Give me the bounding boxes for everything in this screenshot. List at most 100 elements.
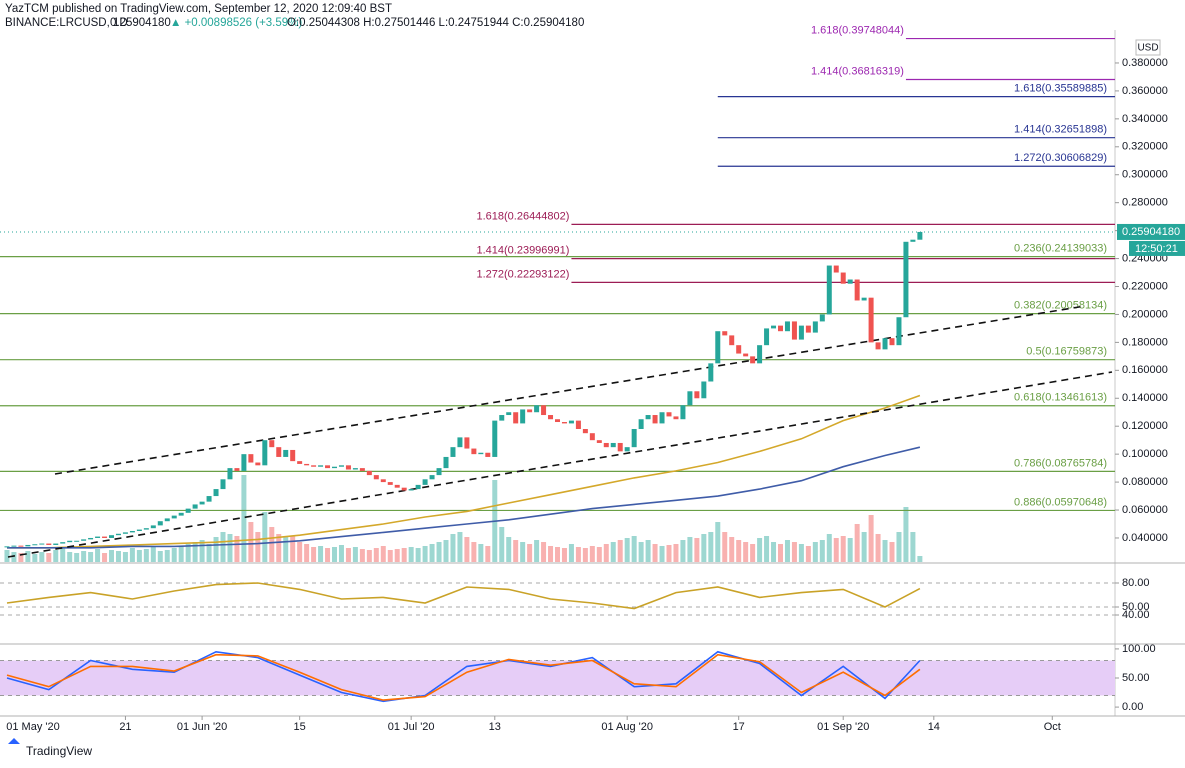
volume-bar	[743, 542, 749, 562]
volume-bar	[171, 548, 177, 562]
y-tick-label: 50.00	[1122, 672, 1150, 684]
volume-bar	[708, 532, 714, 562]
volume-bar	[338, 545, 344, 562]
y-tick-label: 0.280000	[1122, 197, 1168, 209]
y-tick-label: 0.00	[1122, 701, 1143, 713]
candle-body	[750, 356, 756, 364]
candle-body	[290, 449, 296, 462]
candle-body	[464, 437, 470, 449]
currency: USD	[1137, 43, 1158, 54]
candle-body	[67, 540, 73, 543]
volume-bar	[95, 549, 101, 562]
candle-body	[338, 465, 344, 467]
candle-body	[659, 412, 665, 424]
candle-body	[896, 317, 902, 346]
volume-bar	[652, 544, 658, 562]
y-tick-label: 50.00	[1122, 601, 1150, 613]
candle-body	[575, 420, 581, 429]
candle-body	[429, 475, 435, 480]
y-tick-label: 80.00	[1122, 577, 1150, 589]
line	[7, 394, 921, 549]
volume-bar	[11, 552, 17, 562]
candle-body	[74, 540, 80, 542]
volume-bar	[25, 551, 31, 562]
volume-bar	[429, 544, 435, 562]
volume-bar	[32, 554, 38, 562]
candle-body	[227, 468, 233, 480]
volume-bar	[798, 544, 804, 562]
volume-bar	[589, 546, 595, 562]
volume-bar	[548, 546, 554, 562]
y-tick-label: 0.320000	[1122, 141, 1168, 153]
volume-bar	[555, 547, 560, 562]
candle-body	[415, 484, 421, 490]
volume-bar	[896, 532, 902, 562]
x-tick-label: 01 Aug '20	[601, 721, 653, 733]
candle-body	[610, 442, 616, 448]
candle-body	[812, 321, 818, 333]
volume-bar	[443, 540, 449, 562]
candle-body	[457, 437, 463, 448]
candle-body	[819, 314, 825, 322]
volume-bar	[673, 544, 679, 562]
volume-bar	[757, 538, 763, 562]
y-tick-label: 0.380000	[1122, 57, 1168, 69]
volume-bar	[297, 542, 303, 562]
volume-bar	[534, 540, 540, 562]
candle-body	[485, 452, 491, 457]
y-tick-label: 0.100000	[1122, 448, 1168, 460]
line	[6, 650, 921, 703]
fib-label: 0.382(0.20058134)	[1014, 300, 1107, 312]
volume-bar	[833, 538, 839, 562]
candle-body	[318, 465, 324, 467]
volume-bar	[269, 527, 275, 562]
candle-body	[736, 345, 742, 354]
volume-bar	[394, 549, 400, 562]
candle-body	[136, 529, 142, 531]
volume-bar	[325, 548, 331, 562]
y-tick-label: 0.200000	[1122, 308, 1168, 320]
volume-bar	[81, 551, 87, 562]
candle-body	[185, 508, 191, 513]
candle-body	[213, 489, 219, 497]
volume-bar	[910, 532, 916, 562]
y-tick-label: 0.340000	[1122, 113, 1168, 125]
volume-bar	[506, 537, 512, 562]
candle-body	[443, 456, 449, 469]
volume-bar	[102, 553, 108, 562]
trendline	[7, 371, 1113, 558]
y-tick-label: 0.360000	[1122, 85, 1168, 97]
volume-bar	[241, 475, 247, 562]
candle-body	[248, 454, 254, 463]
candle-body	[771, 325, 777, 329]
volume-bar	[471, 542, 477, 562]
volume-bar	[645, 540, 651, 562]
volume-bar	[262, 512, 268, 562]
candle-body	[115, 533, 121, 536]
candle-body	[499, 415, 505, 421]
candle-body	[652, 415, 658, 424]
volume-bar	[478, 544, 484, 562]
volume-bar	[778, 544, 783, 562]
candle-body	[541, 405, 547, 416]
x-tick-label: 14	[928, 721, 940, 733]
candle-body	[882, 338, 888, 350]
fib-label: 0.618(0.13461613)	[1014, 392, 1107, 404]
candle-body	[798, 325, 804, 340]
candle-body	[875, 342, 881, 350]
candle-body	[687, 391, 693, 406]
volume-bar	[722, 532, 728, 562]
volume-bar	[750, 544, 756, 562]
candle-body	[784, 321, 790, 332]
volume-bar	[408, 547, 414, 562]
volume-bar	[847, 538, 853, 562]
candle-body	[701, 381, 707, 399]
candle-body	[624, 447, 630, 452]
candle-body	[903, 241, 909, 318]
volume-bar	[53, 550, 59, 562]
candle-body	[129, 530, 135, 533]
logo	[8, 738, 20, 744]
candle-body	[450, 447, 456, 457]
x-tick-label: 01 May '20	[6, 721, 59, 733]
candle-body	[582, 429, 588, 434]
